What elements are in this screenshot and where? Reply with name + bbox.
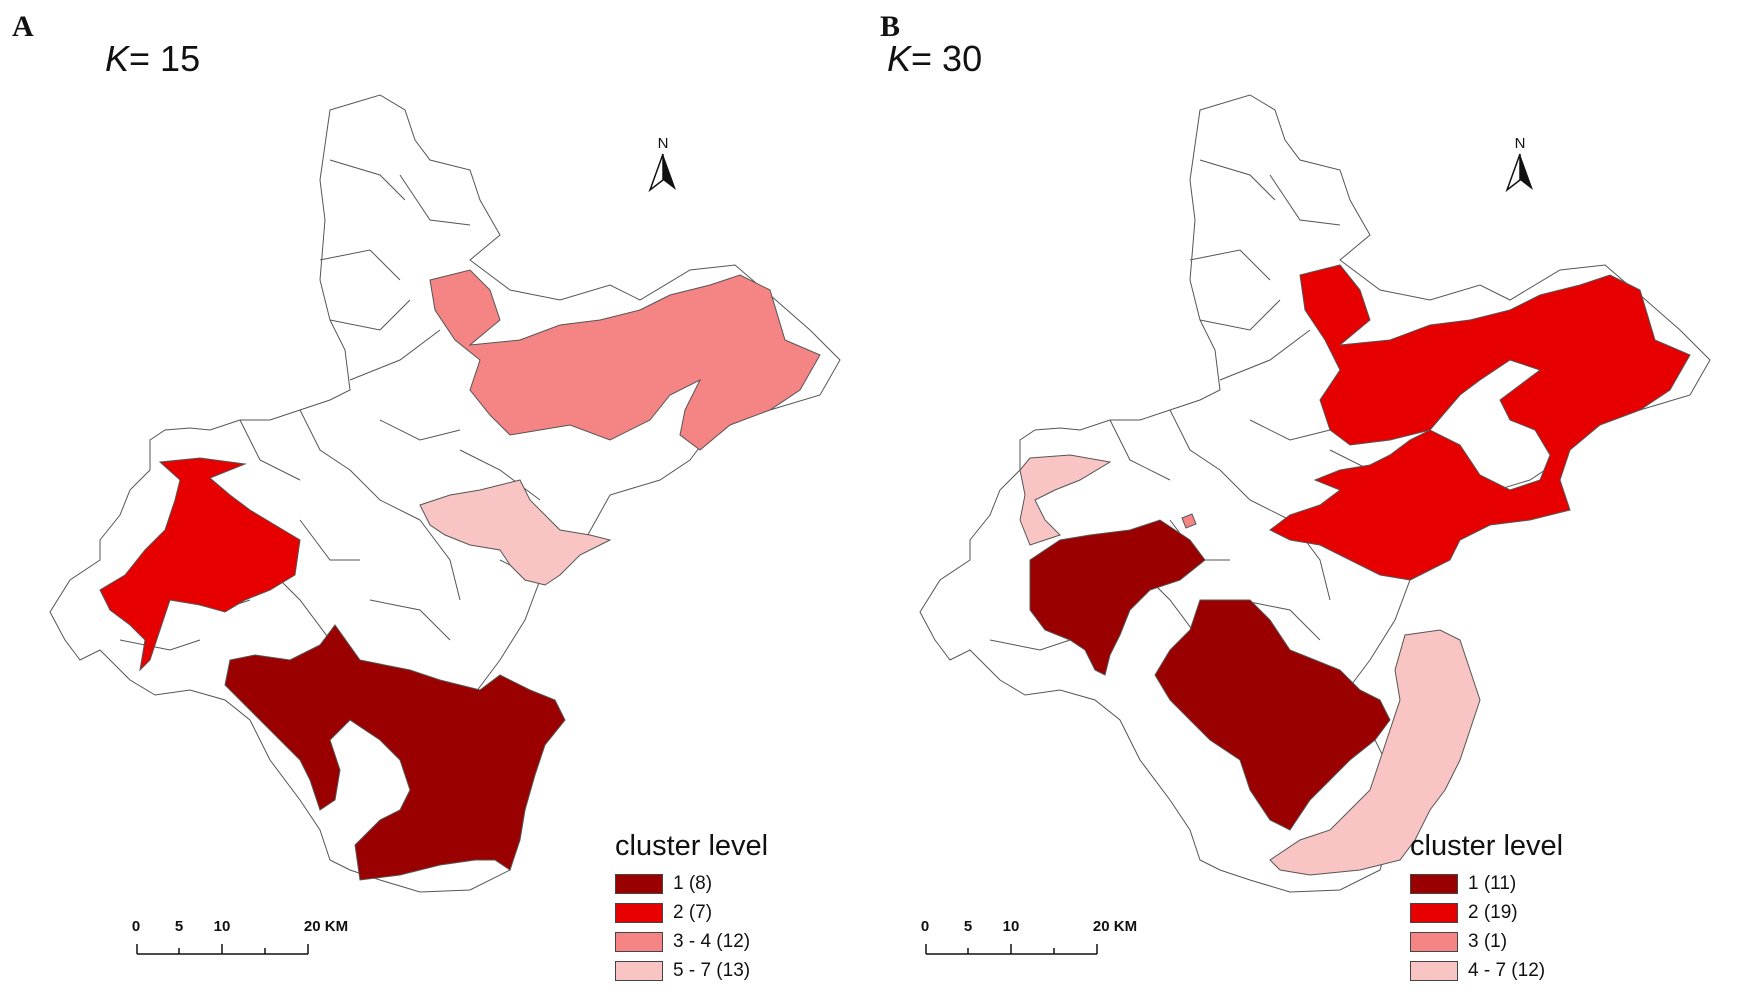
legend-swatch (1410, 931, 1458, 952)
legend-swatch (615, 902, 663, 923)
north-letter: N (657, 135, 669, 152)
district-boundary (119, 159, 541, 651)
choropleth-map (49, 94, 841, 893)
scale-tick-label: 0 (131, 918, 141, 935)
scale-tick-label: 10 (213, 918, 231, 935)
legend-swatch (615, 960, 663, 981)
panel-label: A (12, 10, 34, 43)
scale-labels: 0 5 10 20 KM (132, 918, 348, 940)
legend-label: 3 (1) (1468, 930, 1508, 952)
scale-tick-label: 5 (174, 918, 184, 935)
legend-item: 1 (11) (1410, 869, 1630, 898)
legend-title: cluster level (1410, 830, 1564, 862)
k-value: = 30 (911, 38, 983, 79)
cluster-1-area (224, 624, 566, 881)
legend-label: 2 (19) (1468, 901, 1518, 923)
scale-bar: 0 5 10 20 KM (921, 918, 1137, 965)
legend-label: 2 (7) (673, 901, 713, 923)
scale-bar-line (925, 944, 1098, 955)
cluster-1-area (1029, 519, 1391, 831)
north-arrow-icon (648, 153, 676, 193)
legend-swatch (1410, 873, 1458, 894)
cluster-3-area (1181, 513, 1197, 529)
k-title: K= 15 (105, 38, 200, 80)
k-variable: K (887, 38, 912, 79)
north-arrow: N (1500, 135, 1540, 197)
legend-item: 2 (7) (615, 898, 835, 927)
legend-label: 1 (8) (673, 872, 713, 894)
cluster-4-7-area (1019, 454, 1481, 876)
cluster-5-7-area (419, 479, 612, 586)
cluster-2-area (1269, 264, 1691, 581)
legend: cluster level 1 (8) 2 (7) 3 - 4 (12) 5 -… (615, 830, 835, 985)
legend: cluster level 1 (11) 2 (19) 3 (1) 4 - 7 … (1410, 830, 1630, 985)
legend-item: 3 - 4 (12) (615, 927, 835, 956)
scale-tick-label: 0 (920, 918, 930, 935)
legend-swatch (1410, 960, 1458, 981)
legend-item: 3 (1) (1410, 927, 1630, 956)
choropleth-map (919, 94, 1711, 893)
map-panel-a: A K= 15 N 0 5 10 20 KM (12, 10, 841, 985)
region-outline (919, 94, 1711, 893)
district-boundary (989, 159, 1411, 651)
k-title: K= 30 (887, 38, 982, 80)
legend-item: 5 - 7 (13) (615, 956, 835, 985)
legend-swatch (615, 931, 663, 952)
legend-swatch (615, 873, 663, 894)
panel-label: B (880, 10, 901, 43)
legend-item: 1 (8) (615, 869, 835, 898)
legend-item: 2 (19) (1410, 898, 1630, 927)
legend-label: 1 (11) (1468, 872, 1517, 894)
north-arrow-icon (1505, 153, 1533, 193)
cluster-3-4-area (429, 269, 821, 451)
scale-bar: 0 5 10 20 KM (132, 918, 348, 965)
map-panel-b: B K= 30 N 0 5 10 20 KM (880, 0, 1760, 994)
scale-labels: 0 5 10 20 KM (921, 918, 1137, 940)
k-variable: K (105, 38, 130, 79)
north-arrow: N (643, 135, 683, 197)
legend-label: 3 - 4 (12) (673, 930, 751, 952)
scale-tick-label: 5 (963, 918, 973, 935)
legend-title: cluster level (615, 830, 769, 862)
scale-bar-line (136, 944, 309, 955)
north-letter: N (1514, 135, 1526, 152)
scale-tick-label: 10 (1002, 918, 1020, 935)
scale-tick-label: 20 KM (303, 918, 349, 935)
legend-label: 4 - 7 (12) (1468, 959, 1546, 981)
k-value: = 15 (129, 38, 201, 79)
scale-tick-label: 20 KM (1092, 918, 1138, 935)
legend-item: 4 - 7 (12) (1410, 956, 1630, 985)
legend-swatch (1410, 902, 1458, 923)
legend-label: 5 - 7 (13) (673, 959, 751, 981)
cluster-2-area (99, 457, 301, 672)
